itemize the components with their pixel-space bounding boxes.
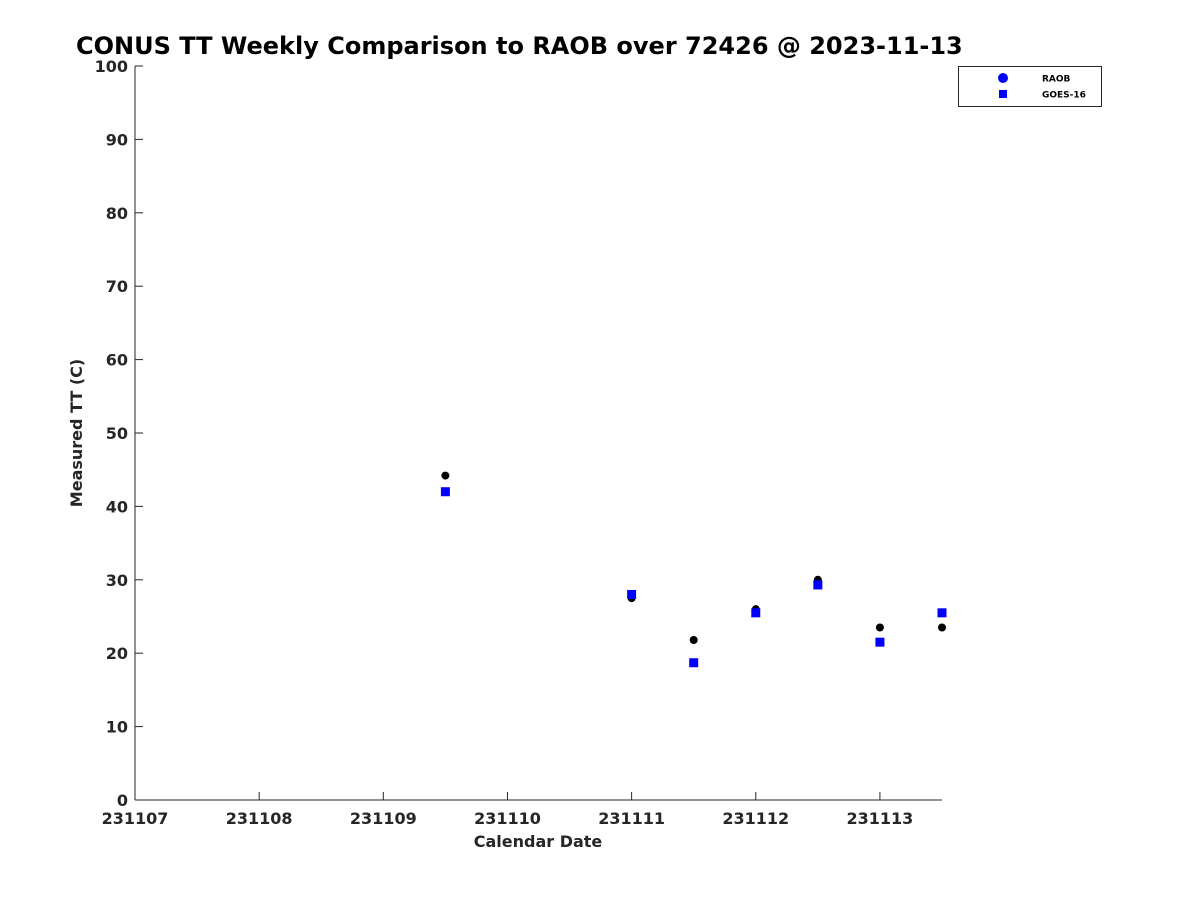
data-point-raob: [938, 623, 946, 632]
x-tick-label: 231109: [350, 809, 417, 828]
data-point-goes-16: [689, 658, 699, 668]
data-point-goes-16: [875, 637, 885, 647]
data-point-goes-16: [440, 487, 450, 497]
x-tick-label: 231107: [102, 809, 169, 828]
legend-box: [958, 66, 1102, 107]
x-ticks: 231107 231108 231109 231110 231111 231112 2311…: [102, 792, 914, 828]
data-points: [440, 471, 947, 668]
y-tick-label: 40: [106, 497, 128, 516]
legend-marker-raob: [998, 73, 1008, 83]
y-tick-label: 20: [106, 644, 128, 663]
x-axis-label: Calendar Date: [474, 832, 603, 851]
data-point-goes-16: [751, 608, 761, 618]
x-tick-label: 231108: [226, 809, 293, 828]
x-tick-label: 231110: [474, 809, 541, 828]
data-point-goes-16: [813, 580, 823, 590]
data-point-raob: [689, 635, 698, 644]
chart-title: CONUS TT Weekly Comparison to RAOB over …: [76, 32, 963, 60]
legend-label-raob: RAOB: [1042, 75, 1071, 85]
legend-marker-goes-16: [999, 90, 1007, 98]
y-tick-label: 70: [106, 277, 128, 296]
x-tick-label: 231112: [722, 809, 789, 828]
y-tick-label: 60: [106, 351, 128, 370]
y-tick-label: 30: [106, 571, 128, 590]
axes: [134, 66, 942, 801]
y-tick-label: 90: [106, 130, 128, 149]
x-tick-label: 231113: [847, 809, 914, 828]
legend-label-goes-16: GOES-16: [1042, 91, 1086, 101]
x-tick-label: 231111: [598, 809, 665, 828]
y-tick-label: 10: [106, 718, 128, 737]
data-point-goes-16: [627, 589, 637, 599]
y-tick-label: 50: [106, 424, 128, 443]
data-point-goes-16: [937, 608, 947, 618]
y-tick-label: 100: [95, 57, 128, 76]
y-tick-label: 80: [106, 204, 128, 223]
y-axis-label: Measured TT (C): [67, 359, 86, 507]
y-tick-label: 0: [117, 791, 128, 810]
data-point-raob: [441, 471, 450, 480]
legend: RAOB GOES-16: [958, 66, 1102, 107]
data-point-raob: [875, 623, 884, 632]
legend-items: RAOB GOES-16: [998, 73, 1086, 101]
y-ticks: 0 10 20 30 40 50 60 70 80 90 100: [95, 57, 143, 810]
